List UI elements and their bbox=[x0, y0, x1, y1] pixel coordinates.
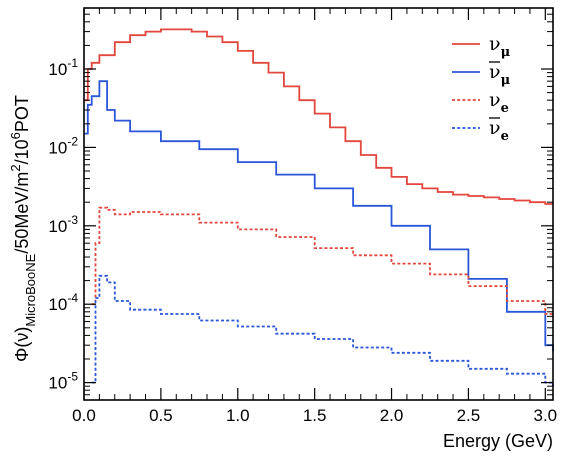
series-line-3 bbox=[91, 274, 554, 387]
legend-label-3: νe bbox=[489, 117, 509, 144]
series-line-1 bbox=[84, 80, 554, 352]
y-tick-label: 10-1 bbox=[48, 56, 78, 79]
y-tick-label: 10-4 bbox=[48, 291, 78, 314]
plot-frame bbox=[83, 7, 554, 401]
x-tick-label: 1.0 bbox=[226, 406, 250, 425]
legend-label-0: νμ bbox=[489, 33, 511, 60]
legend-label-2: νe bbox=[489, 89, 509, 116]
x-tick-label: 2.0 bbox=[380, 406, 404, 425]
x-tick-label: 0.5 bbox=[149, 406, 173, 425]
plot-lines bbox=[84, 28, 554, 387]
x-axis-title: Energy (GeV) bbox=[443, 431, 553, 451]
x-tick-label: 3.0 bbox=[533, 406, 557, 425]
x-tick-label: 2.5 bbox=[457, 406, 481, 425]
x-tick-label: 0.0 bbox=[72, 406, 96, 425]
x-tick-label: 1.5 bbox=[303, 406, 327, 425]
y-axis-title: Φ(ν)MicroBooNE/50MeV/m2/106POT bbox=[8, 95, 38, 362]
y-tick-label: 10-3 bbox=[48, 213, 78, 236]
axis-ticks bbox=[83, 8, 553, 401]
series-line-2 bbox=[91, 206, 554, 317]
y-tick-label: 10-2 bbox=[48, 134, 78, 157]
axis-labels: 0.0 0.5 1.0 1.5 2.0 2.5 3.0 10-5 10-4 10-3 10-2 10-… bbox=[48, 56, 557, 425]
legend-label-1: νμ bbox=[489, 61, 511, 88]
y-tick-label: 10-5 bbox=[48, 370, 78, 393]
series-line-0 bbox=[84, 28, 553, 205]
